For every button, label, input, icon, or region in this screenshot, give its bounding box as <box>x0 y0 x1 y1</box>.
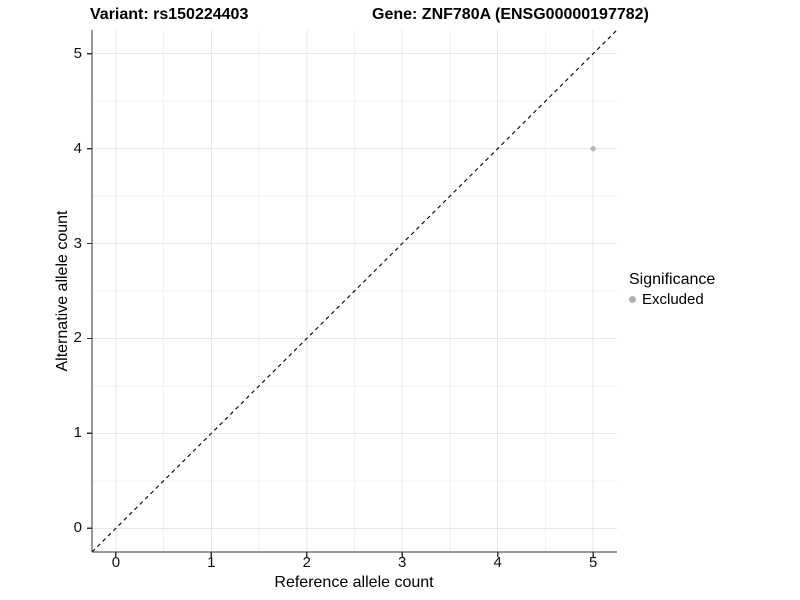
legend-item-label: Excluded <box>642 291 704 308</box>
legend-item-excluded: Excluded <box>629 291 715 308</box>
plot-title-gene: Gene: ZNF780A (ENSG00000197782) <box>372 6 649 23</box>
legend-title: Significance <box>629 271 716 288</box>
plot-title-variant: Variant: rs150224403 <box>90 6 249 23</box>
y-tick-label: 1 <box>73 424 82 442</box>
y-tick-label: 4 <box>73 139 82 157</box>
legend: Significance Excluded <box>629 271 715 308</box>
plot-panel <box>87 30 618 557</box>
excluded-point-icon <box>629 296 636 303</box>
y-axis-title: Alternative allele count <box>54 210 71 372</box>
x-tick-label: 1 <box>207 554 216 571</box>
y-tick-label: 5 <box>73 44 82 62</box>
y-tick-label: 0 <box>73 519 82 537</box>
data-point <box>590 146 596 152</box>
x-tick-label: 3 <box>398 554 407 571</box>
x-tick-label: 4 <box>493 554 502 571</box>
x-axis-title: Reference allele count <box>274 574 434 591</box>
y-tick-label: 3 <box>73 234 82 252</box>
identity-dashed-line <box>91 30 618 553</box>
x-tick-label: 5 <box>588 554 598 571</box>
x-tick-label: 2 <box>302 554 311 571</box>
x-tick-label: 0 <box>111 554 121 571</box>
y-tick-label: 2 <box>73 329 82 347</box>
